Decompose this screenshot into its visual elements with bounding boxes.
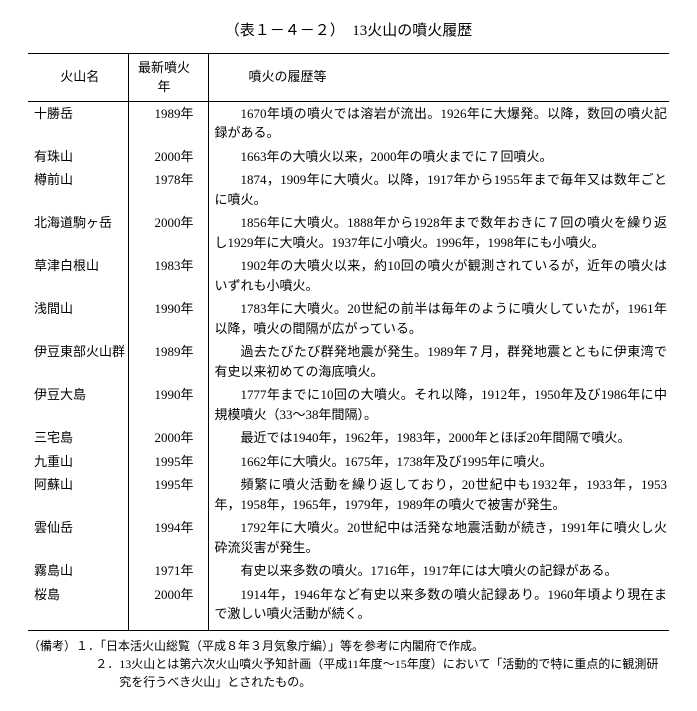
eruption-history: 1662年に大噴火。1675年，1738年及び1995年に噴火。 [208,450,669,474]
latest-eruption-year: 1990年 [128,297,208,340]
eruption-history: 1777年までに10回の大噴火。それ以降，1912年，1950年及び1986年に… [208,383,669,426]
notes-label: （備考） [28,639,76,653]
volcano-name: 霧島山 [28,559,128,583]
latest-eruption-year: 1989年 [128,101,208,145]
table-row: 草津白根山1983年1902年の大噴火以来，約10回の噴火が観測されているが，近… [28,254,669,297]
volcano-name: 有珠山 [28,145,128,169]
latest-eruption-year: 1971年 [128,559,208,583]
eruption-history-table: 火山名 最新噴火年 噴火の履歴等 十勝岳1989年1670年頃の噴火では溶岩が流… [28,53,669,631]
volcano-name: 伊豆東部火山群 [28,340,128,383]
note-1: １．「日本活火山総覧（平成８年３月気象庁編）」等を参考に内閣府で作成。 [76,639,484,653]
eruption-history: 1663年の大噴火以来，2000年の噴火までに７回噴火。 [208,145,669,169]
latest-eruption-year: 1990年 [128,383,208,426]
latest-eruption-year: 1983年 [128,254,208,297]
latest-eruption-year: 1989年 [128,340,208,383]
volcano-name: 阿蘇山 [28,473,128,516]
latest-eruption-year: 1995年 [128,473,208,516]
eruption-history: 1902年の大噴火以来，約10回の噴火が観測されているが，近年の噴火はいずれも小… [208,254,669,297]
latest-eruption-year: 2000年 [128,145,208,169]
note-2: ２．13火山とは第六次火山噴火予知計画（平成11年度～15年度）において「活動的… [74,655,669,691]
col-name: 火山名 [28,53,128,101]
table-row: 有珠山2000年1663年の大噴火以来，2000年の噴火までに７回噴火。 [28,145,669,169]
table-row: 九重山1995年1662年に大噴火。1675年，1738年及び1995年に噴火。 [28,450,669,474]
eruption-history: 頻繁に噴火活動を繰り返しており，20世紀中も1932年，1933年，1953年，… [208,473,669,516]
table-row: 桜島2000年1914年，1946年など有史以来多数の噴火記録あり。1960年頃… [28,583,669,631]
eruption-history: 1914年，1946年など有史以来多数の噴火記録あり。1960年頃より現在まで激… [208,583,669,631]
eruption-history: 最近では1940年，1962年，1983年，2000年とほぼ20年間隔で噴火。 [208,426,669,450]
latest-eruption-year: 2000年 [128,426,208,450]
eruption-history: 1792年に大噴火。20世紀中は活発な地震活動が続き，1991年に噴火し火砕流災… [208,516,669,559]
volcano-name: 三宅島 [28,426,128,450]
volcano-name: 樽前山 [28,168,128,211]
eruption-history: 1874，1909年に大噴火。以降，1917年から1955年まで毎年又は数年ごと… [208,168,669,211]
latest-eruption-year: 1995年 [128,450,208,474]
table-row: 十勝岳1989年1670年頃の噴火では溶岩が流出。1926年に大爆発。以降，数回… [28,101,669,145]
table-row: 霧島山1971年有史以来多数の噴火。1716年，1917年には大噴火の記録がある… [28,559,669,583]
latest-eruption-year: 1994年 [128,516,208,559]
volcano-name: 雲仙岳 [28,516,128,559]
eruption-history: 1670年頃の噴火では溶岩が流出。1926年に大爆発。以降，数回の噴火記録がある… [208,101,669,145]
table-row: 北海道駒ヶ岳2000年1856年に大噴火。1888年から1928年まで数年おきに… [28,211,669,254]
volcano-name: 伊豆大島 [28,383,128,426]
volcano-name: 草津白根山 [28,254,128,297]
latest-eruption-year: 1978年 [128,168,208,211]
table-row: 浅間山1990年1783年に大噴火。20世紀の前半は毎年のように噴火していたが，… [28,297,669,340]
table-row: 樽前山1978年1874，1909年に大噴火。以降，1917年から1955年まで… [28,168,669,211]
volcano-name: 浅間山 [28,297,128,340]
volcano-name: 北海道駒ヶ岳 [28,211,128,254]
table-row: 伊豆大島1990年1777年までに10回の大噴火。それ以降，1912年，1950… [28,383,669,426]
table-row: 伊豆東部火山群1989年過去たびたび群発地震が発生。1989年７月，群発地震とと… [28,340,669,383]
volcano-name: 十勝岳 [28,101,128,145]
eruption-history: 過去たびたび群発地震が発生。1989年７月，群発地震とともに伊東湾で有史以来初め… [208,340,669,383]
table-row: 三宅島2000年最近では1940年，1962年，1983年，2000年とほぼ20… [28,426,669,450]
latest-eruption-year: 2000年 [128,583,208,631]
eruption-history: 1783年に大噴火。20世紀の前半は毎年のように噴火していたが，1961年以降，… [208,297,669,340]
col-year: 最新噴火年 [128,53,208,101]
table-row: 雲仙岳1994年1792年に大噴火。20世紀中は活発な地震活動が続き，1991年… [28,516,669,559]
eruption-history: 有史以来多数の噴火。1716年，1917年には大噴火の記録がある。 [208,559,669,583]
eruption-history: 1856年に大噴火。1888年から1928年まで数年おきに７回の噴火を繰り返し1… [208,211,669,254]
latest-eruption-year: 2000年 [128,211,208,254]
col-history: 噴火の履歴等 [208,53,669,101]
table-row: 阿蘇山1995年頻繁に噴火活動を繰り返しており，20世紀中も1932年，1933… [28,473,669,516]
volcano-name: 九重山 [28,450,128,474]
footnotes: （備考）１．「日本活火山総覧（平成８年３月気象庁編）」等を参考に内閣府で作成。 … [28,637,669,691]
table-title: （表１－４－２） 13火山の噴火履歴 [28,20,669,43]
volcano-name: 桜島 [28,583,128,631]
table-header-row: 火山名 最新噴火年 噴火の履歴等 [28,53,669,101]
